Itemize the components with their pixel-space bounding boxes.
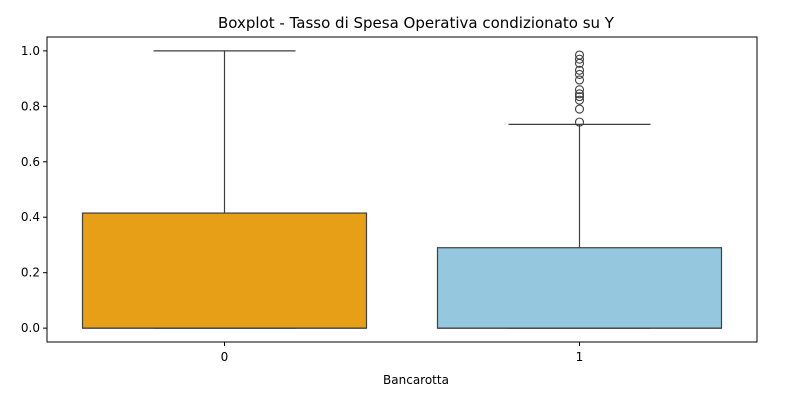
outlier-point (574, 69, 585, 79)
plot-frame (46, 36, 758, 343)
y-axis: 0.0 0.2 0.4 0.6 0.8 1.0 (21, 44, 47, 335)
outlier-point (574, 54, 585, 64)
outlier-point (574, 104, 585, 114)
box-group-0 (81, 50, 368, 329)
outlier-point (574, 50, 585, 60)
outlier-point (574, 65, 585, 75)
x-tick-label: 1 (576, 350, 584, 364)
x-axis-label: Bancarotta (383, 373, 449, 387)
outlier-point (574, 117, 585, 127)
x-tick-label: 0 (221, 350, 229, 364)
outlier-point (574, 92, 585, 102)
chart-title: Boxplot - Tasso di Spesa Operativa condi… (218, 14, 615, 32)
outlier-point (574, 75, 585, 85)
y-tick-label: 0.2 (21, 266, 40, 280)
outlier-point (574, 89, 585, 99)
box-iqr (81, 212, 368, 329)
y-tick-label: 1.0 (21, 44, 40, 58)
y-tick-label: 0.6 (21, 155, 40, 169)
box-group-1 (436, 50, 723, 329)
boxes-layer (81, 50, 723, 329)
outlier-point (574, 85, 585, 95)
y-tick-label: 0.4 (21, 210, 40, 224)
box-iqr (436, 247, 723, 329)
outlier-point (574, 95, 585, 105)
y-tick-label: 0.8 (21, 99, 40, 113)
y-tick-label: 0.0 (21, 321, 40, 335)
